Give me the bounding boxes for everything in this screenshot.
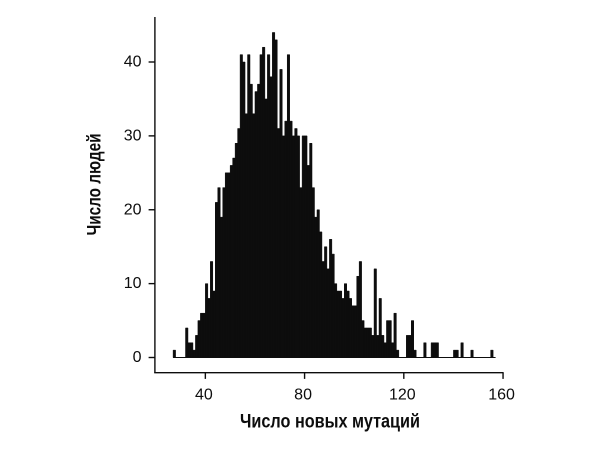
svg-text:30: 30 <box>124 127 142 144</box>
svg-text:Число людей: Число людей <box>85 134 106 236</box>
svg-text:20: 20 <box>124 201 142 218</box>
svg-text:40: 40 <box>124 54 142 71</box>
svg-text:120: 120 <box>389 387 416 404</box>
svg-text:160: 160 <box>488 387 515 404</box>
svg-text:Число новых мутаций: Число новых мутаций <box>240 412 420 433</box>
svg-text:80: 80 <box>294 387 312 404</box>
svg-text:40: 40 <box>195 387 213 404</box>
svg-text:10: 10 <box>124 275 142 292</box>
svg-text:0: 0 <box>133 349 142 366</box>
